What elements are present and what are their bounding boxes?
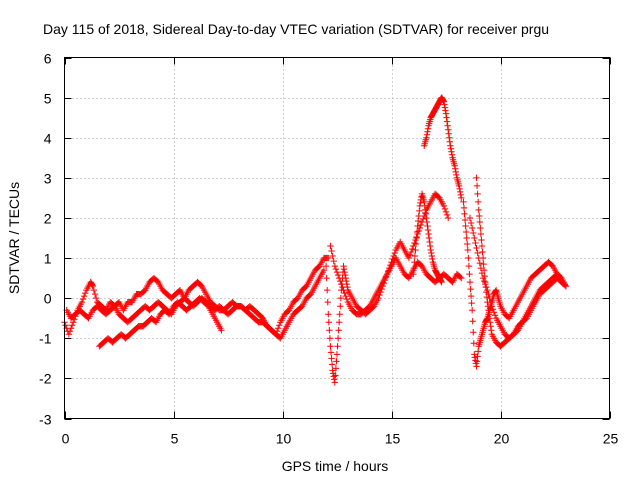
interpolated-points xyxy=(410,192,445,285)
interpolated-points xyxy=(460,204,569,367)
data-point xyxy=(331,262,339,270)
series-trace-f xyxy=(421,94,465,202)
y-tick-label: -2 xyxy=(39,371,52,387)
x-tick-label: 15 xyxy=(385,431,401,447)
data-point xyxy=(442,110,450,117)
y-tick-label: 1 xyxy=(44,251,52,267)
data-point xyxy=(340,286,347,294)
interpolated-points xyxy=(421,95,464,199)
data-point xyxy=(414,222,421,230)
data-point xyxy=(335,274,343,282)
data-point xyxy=(425,230,432,238)
data-point xyxy=(412,246,419,254)
series-trace-j xyxy=(410,190,445,286)
y-tick-label: 2 xyxy=(44,211,52,227)
data-point xyxy=(475,206,482,214)
data-point xyxy=(473,174,480,182)
data-points xyxy=(61,94,570,386)
y-tick-label: 5 xyxy=(44,91,52,107)
y-tick-label: 3 xyxy=(44,171,52,187)
data-point xyxy=(333,351,341,358)
y-tick-label: 4 xyxy=(44,131,52,147)
data-point xyxy=(460,198,467,206)
series-trace-i xyxy=(473,174,561,350)
x-tick-label: 0 xyxy=(62,431,70,447)
data-point xyxy=(447,142,454,149)
data-point xyxy=(329,367,336,374)
data-point xyxy=(471,234,478,242)
data-point xyxy=(70,319,77,326)
data-point xyxy=(427,246,434,254)
data-point xyxy=(322,262,330,270)
data-point xyxy=(466,278,474,286)
x-axis-label: GPS time / hours xyxy=(282,458,389,474)
x-tick-label: 25 xyxy=(603,431,619,447)
grid xyxy=(64,57,610,419)
data-point xyxy=(468,307,476,314)
data-point xyxy=(327,242,334,250)
y-tick-label: -3 xyxy=(39,412,52,428)
data-point xyxy=(327,343,334,350)
data-point xyxy=(335,319,343,326)
series-trace-c xyxy=(96,294,225,350)
x-tick-label: 10 xyxy=(276,431,292,447)
x-tick-label: 20 xyxy=(494,431,510,447)
series-trace-a xyxy=(61,254,332,338)
y-tick-label: 6 xyxy=(44,51,52,67)
data-point xyxy=(466,214,474,222)
data-point xyxy=(65,331,73,338)
data-point xyxy=(484,298,491,306)
data-point xyxy=(464,246,471,254)
data-point xyxy=(423,214,430,222)
data-point xyxy=(325,311,332,318)
chart-title: Day 115 of 2018, Sidereal Day-to-day VTE… xyxy=(43,21,549,37)
data-point xyxy=(410,270,417,278)
interpolated-points xyxy=(328,247,464,318)
data-point xyxy=(462,222,469,230)
tick-labels: 0 5 10 15 20 25 -3 -2 -1 0 1 2 3 4 5 6 xyxy=(39,51,618,447)
data-point xyxy=(482,278,489,286)
data-point xyxy=(331,379,339,386)
data-point xyxy=(477,230,485,238)
y-axis-label: SDTVAR / TECUs xyxy=(6,182,22,294)
data-point xyxy=(479,254,487,262)
data-point xyxy=(473,363,480,370)
data-point xyxy=(444,126,452,133)
y-tick-label: 0 xyxy=(44,291,52,307)
data-point xyxy=(458,194,465,202)
plot-frame xyxy=(64,57,610,419)
data-point xyxy=(444,214,452,222)
series-trace-e xyxy=(327,242,465,318)
interpolated-points xyxy=(473,182,560,349)
x-tick-label: 5 xyxy=(171,431,179,447)
data-point xyxy=(471,351,478,358)
axis-ticks xyxy=(64,57,611,420)
data-point xyxy=(340,262,347,270)
y-tick-label: -1 xyxy=(39,331,52,347)
interpolated-points xyxy=(97,295,224,349)
data-point xyxy=(486,315,493,322)
